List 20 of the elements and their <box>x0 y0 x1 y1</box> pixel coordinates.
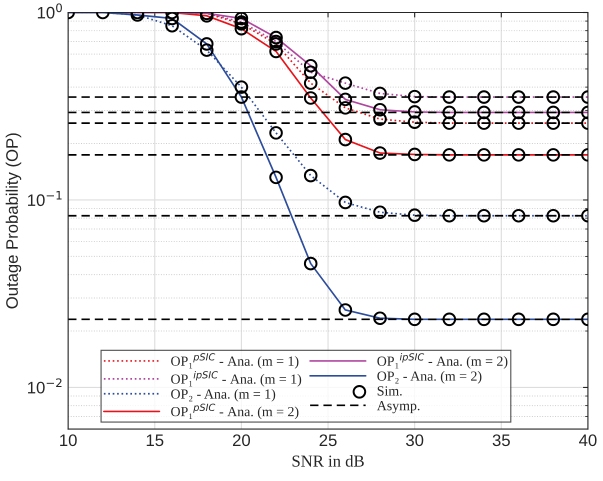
x-tick-label: 20 <box>232 434 250 446</box>
legend-label: OP₁$^{pSIC}$ - Ana. (m = 2) <box>171 404 298 420</box>
x-tick-label: 30 <box>406 434 424 446</box>
y-tick-label: 10$^{−2}$ <box>28 378 62 394</box>
x-tick-label: 35 <box>492 434 510 446</box>
legend-label: OP₁$^{pSIC}$ - Ana. (m = 1) <box>171 353 298 369</box>
y-tick-label: 10$^{−1}$ <box>28 191 62 206</box>
x-tick-label: 10 <box>60 434 77 446</box>
x-axis-title: SNR in dB <box>292 455 364 467</box>
y-axis-title: Outage Probability (OP) <box>6 133 22 308</box>
legend-label: Asymp. <box>376 401 420 414</box>
x-tick-label: 25 <box>320 434 337 446</box>
legend-label: OP₂ - Ana. (m = 1) <box>171 388 276 402</box>
x-tick-label: 15 <box>146 434 164 446</box>
x-tick-label: 40 <box>579 434 597 446</box>
legend-label: OP₁$^{ipSIC}$ - Ana. (m = 1) <box>171 370 302 387</box>
y-tick-label: 10$^{0}$ <box>38 3 62 19</box>
legend-label: Sim. <box>378 386 402 396</box>
legend-label: OP₁$^{ipSIC}$ - Ana. (m = 2) <box>377 353 508 369</box>
legend-label: OP₂ - Ana. (m = 2) <box>377 371 482 384</box>
